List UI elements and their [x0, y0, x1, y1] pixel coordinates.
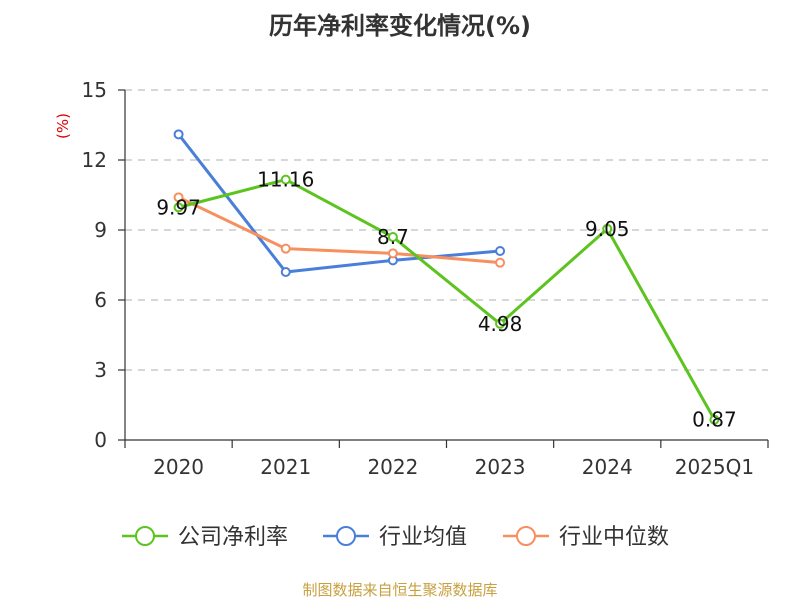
series-point[interactable]: [495, 318, 506, 329]
legend-label: 行业中位数: [559, 525, 669, 550]
legend-marker: [336, 526, 356, 546]
data-label: 9.97: [156, 195, 201, 219]
series-line: [177, 195, 501, 265]
x-tick-label: 2022: [367, 455, 418, 479]
series-1: [173, 174, 720, 425]
series-point[interactable]: [709, 414, 720, 425]
x-tick-label: 2023: [475, 455, 526, 479]
series-point[interactable]: [280, 174, 291, 185]
y-axis-unit: (%): [54, 113, 72, 139]
series-layer: [173, 129, 720, 425]
y-tick-label: 3: [94, 358, 107, 382]
series-point[interactable]: [280, 243, 291, 254]
series-point[interactable]: [280, 267, 291, 277]
series-2: [173, 129, 506, 277]
x-tick-label: 2024: [582, 455, 633, 479]
series-line: [178, 178, 716, 421]
series-point[interactable]: [495, 246, 506, 256]
legend-marker: [516, 526, 536, 546]
y-tick-label: 12: [82, 148, 107, 172]
x-tick-label: 2021: [260, 455, 311, 479]
series-point[interactable]: [173, 202, 184, 213]
legend-item[interactable]: 公司净利率: [122, 525, 288, 550]
legend-item[interactable]: 行业中位数: [503, 525, 669, 550]
series-point[interactable]: [173, 129, 184, 140]
series-point[interactable]: [387, 248, 398, 259]
series-line: [177, 133, 501, 274]
source-note: 制图数据来自恒生聚源数据库: [302, 581, 497, 599]
series-point[interactable]: [387, 232, 398, 242]
y-tick-label: 0: [94, 428, 107, 452]
legend-label: 公司净利率: [178, 525, 288, 550]
legend: 公司净利率 行业均值 行业中位数: [122, 525, 669, 550]
data-label: 9.05: [585, 217, 630, 241]
y-tick-label: 15: [82, 78, 107, 102]
chart-title: 历年净利率变化情况(%): [269, 12, 531, 40]
series-point[interactable]: [173, 192, 184, 203]
series-3: [173, 192, 506, 268]
data-label: 11.16: [257, 168, 314, 192]
y-tick-label: 9: [94, 218, 107, 242]
axes: 0 3 6 9 12 15 2020 2021 2022 2023 2024 2025Q1: [82, 78, 769, 479]
series-point[interactable]: [602, 223, 613, 234]
y-tick-label: 6: [94, 288, 107, 312]
x-tick-label: 2020: [153, 455, 204, 479]
x-tick-label: 2025Q1: [675, 455, 754, 479]
data-label: 8.7: [377, 225, 409, 249]
series-point[interactable]: [495, 257, 506, 268]
legend-label: 行业均值: [379, 525, 467, 550]
data-label: 0.87: [692, 408, 737, 432]
data-labels: 9.97 11.16 8.7 4.98 9.05 0.87: [156, 168, 736, 432]
grid-lines: [125, 89, 768, 371]
data-label: 4.98: [478, 312, 523, 336]
legend-marker: [135, 526, 155, 546]
legend-item[interactable]: 行业均值: [323, 525, 467, 550]
